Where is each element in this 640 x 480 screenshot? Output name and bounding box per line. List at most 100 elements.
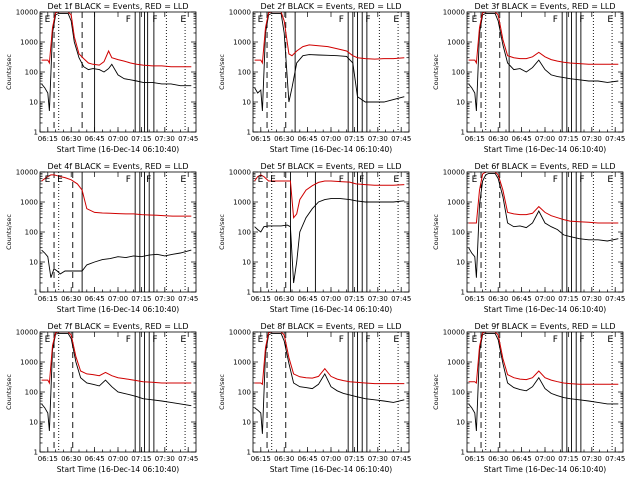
events-series-line [254,12,405,112]
segment-flag: E [393,15,399,25]
y-tick-label: 10000 [229,169,251,177]
lld-series-line [468,12,619,65]
plot-frame [39,331,197,453]
y-tick-label: 100 [238,69,251,77]
x-axis-label: Start Time (16-Dec-14 06:10:40) [484,465,606,474]
panel-title: Det 1f BLACK = Events, RED = LLD [47,2,188,11]
segment-flag: F [553,335,558,345]
panel-det-3: Det 3f BLACK = Events, RED = LLD Counts/s… [432,2,625,154]
x-axis-label: Start Time (16-Dec-14 06:10:40) [270,145,392,154]
x-tick-label: 07:00 [535,295,555,303]
y-tick-label: 10 [242,259,251,267]
segment-flag: E [258,175,264,185]
x-tick-label: 06:45 [85,455,105,463]
panel-det-7: Det 7f BLACK = Events, RED = LLD Counts/s… [5,322,198,474]
x-tick-label: 07:45 [391,135,411,143]
segment-flag: F [365,335,370,345]
x-tick-label: 06:30 [61,455,81,463]
segment-flag: F [579,175,584,185]
segment-flag: F [146,175,151,185]
y-axis-label: Counts/sec [5,374,13,410]
x-tick-label: 06:45 [512,135,532,143]
segment-flag: E [393,175,399,185]
segment-flag: F [339,175,344,185]
x-tick-label: 06:15 [251,295,271,303]
x-tick-label: 07:15 [344,135,364,143]
panel-det-1: Det 1f BLACK = Events, RED = LLD Counts/s… [5,2,198,154]
y-tick-label: 100 [452,229,465,237]
x-tick-label: 07:45 [605,295,625,303]
plot-frame [39,11,197,133]
segment-flag: E [57,175,63,185]
segment-flag: E [180,175,186,185]
x-tick-label: 06:30 [274,455,294,463]
y-axis-label: Counts/sec [5,214,13,250]
plot-frame [39,171,197,293]
x-axis-label: Start Time (16-Dec-14 06:10:40) [270,305,392,314]
x-tick-label: 07:30 [155,135,175,143]
panel-title: Det 3f BLACK = Events, RED = LLD [474,2,615,11]
segment-flag: E [45,335,51,345]
y-axis-label: Counts/sec [5,54,13,90]
x-tick-label: 07:30 [582,295,602,303]
x-tick-label: 06:15 [38,295,58,303]
segment-flag: F [152,335,157,345]
segment-flag: F [553,175,558,185]
x-tick-label: 06:15 [465,135,485,143]
y-tick-label: 100 [25,69,38,77]
y-tick-label: 100 [25,389,38,397]
lld-series-line [254,174,405,219]
y-tick-label: 1000 [447,359,465,367]
panel-det-5: Det 5f BLACK = Events, RED = LLD Counts/s… [218,162,411,314]
x-tick-label: 06:45 [298,455,318,463]
x-tick-label: 07:45 [178,295,198,303]
y-axis-label: Counts/sec [432,374,440,410]
y-tick-label: 10 [456,99,465,107]
x-tick-label: 07:45 [178,135,198,143]
x-tick-label: 06:15 [38,135,58,143]
events-series-line [41,12,192,112]
events-series-line [41,249,192,278]
segment-flag: F [579,15,584,25]
x-tick-label: 06:45 [512,295,532,303]
x-axis-label: Start Time (16-Dec-14 06:10:40) [270,465,392,474]
x-tick-label: 06:30 [274,295,294,303]
x-tick-label: 07:15 [344,295,364,303]
lld-series-line [41,332,192,385]
y-tick-label: 1000 [233,199,251,207]
x-tick-label: 06:45 [512,455,532,463]
x-tick-label: 06:30 [61,295,81,303]
lld-series-line [41,12,192,68]
x-tick-label: 07:45 [605,135,625,143]
panel-title: Det 5f BLACK = Events, RED = LLD [260,162,401,171]
x-axis-label: Start Time (16-Dec-14 06:10:40) [57,465,179,474]
x-tick-label: 06:30 [488,135,508,143]
y-tick-label: 1 [34,449,38,457]
x-tick-label: 06:30 [488,455,508,463]
y-tick-label: 10 [242,99,251,107]
plot-frame [252,331,410,453]
segment-flag: E [607,175,613,185]
x-tick-label: 07:45 [391,295,411,303]
segment-flag: F [359,175,364,185]
segment-flag: E [180,15,186,25]
x-tick-label: 06:45 [298,135,318,143]
y-tick-label: 10 [29,419,38,427]
panel-title: Det 8f BLACK = Events, RED = LLD [260,322,401,331]
events-series-line [41,332,192,432]
lld-series-line [254,12,405,65]
x-tick-label: 07:45 [605,455,625,463]
segment-flag: F [126,15,131,25]
y-tick-label: 10000 [443,169,465,177]
panel-title: Det 6f BLACK = Events, RED = LLD [474,162,615,171]
segment-flag: F [365,15,370,25]
y-tick-label: 100 [238,389,251,397]
x-tick-label: 07:15 [131,455,151,463]
x-tick-label: 07:15 [131,135,151,143]
segment-flag: E [393,335,399,345]
x-tick-label: 06:15 [465,455,485,463]
plot-frame [252,11,410,133]
x-tick-label: 07:00 [535,135,555,143]
